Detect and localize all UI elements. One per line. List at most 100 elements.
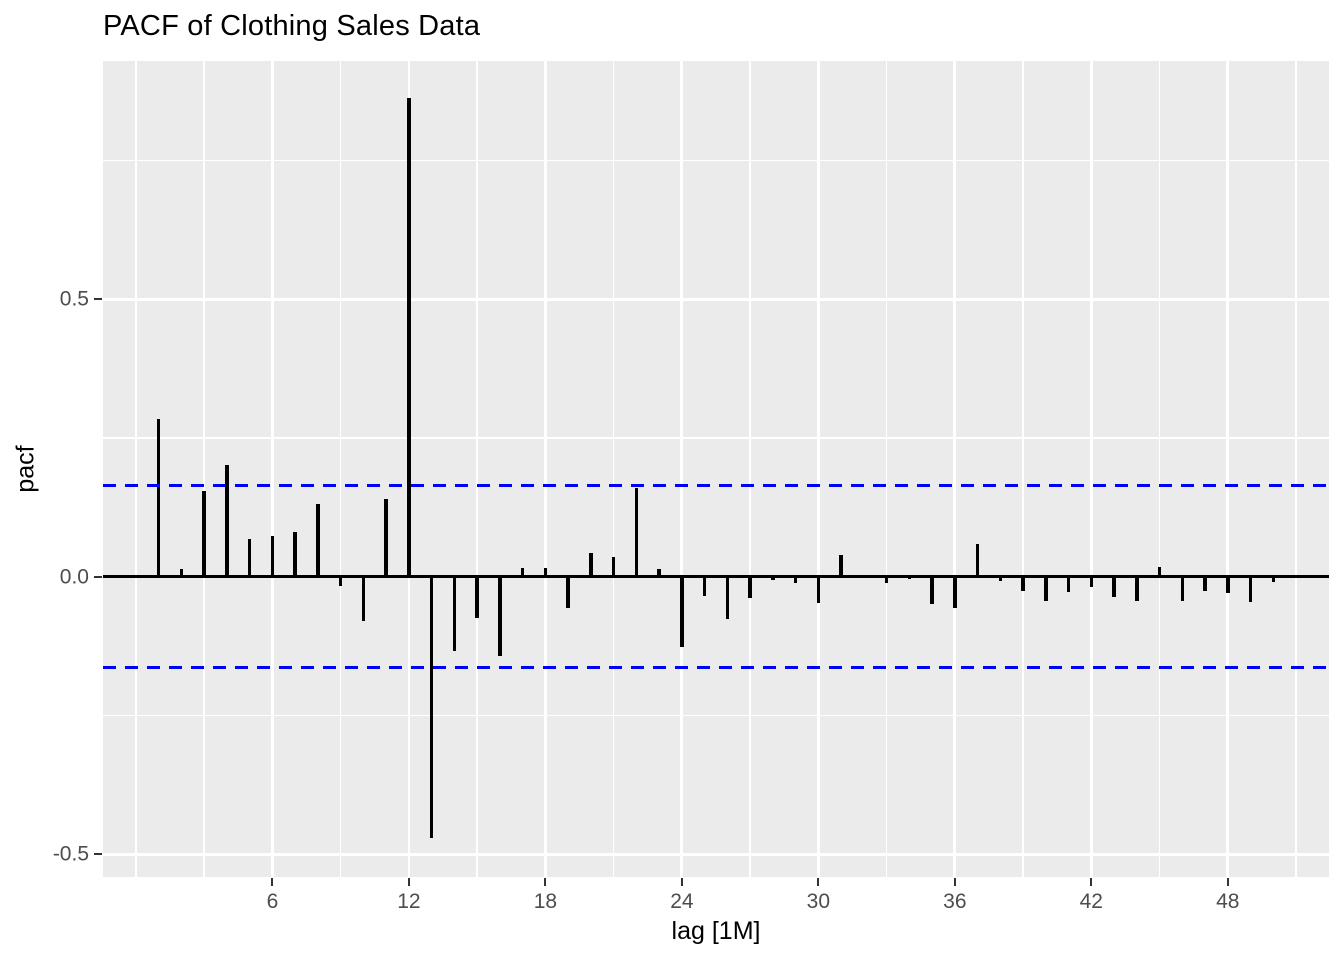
pacf-bar-lag-42 <box>1089 576 1094 587</box>
x-gridline-minor <box>1295 61 1297 877</box>
pacf-bar-lag-26 <box>725 576 730 620</box>
pacf-bar-lag-20 <box>589 553 593 577</box>
x-tick-mark <box>817 878 820 886</box>
y-tick-label: 0.5 <box>59 287 89 311</box>
x-tick-mark <box>1226 878 1229 886</box>
x-gridline-minor <box>749 61 751 877</box>
zero-line <box>103 575 1329 579</box>
x-gridline-minor <box>339 61 342 877</box>
y-gridline-minor <box>103 714 1329 717</box>
pacf-bar-lag-13 <box>429 576 434 838</box>
x-tick-mark <box>953 878 956 886</box>
x-tick-label: 6 <box>266 890 279 913</box>
pacf-bar-lag-14 <box>452 576 457 651</box>
pacf-bar-lag-33 <box>884 576 889 583</box>
x-tick-label: 12 <box>397 890 421 913</box>
pacf-bar-lag-21 <box>611 557 616 577</box>
x-tick-label: 42 <box>1079 890 1103 913</box>
pacf-bar-lag-47 <box>1203 576 1207 592</box>
ci-line-lower <box>103 666 1329 670</box>
x-tick-mark <box>271 878 274 886</box>
pacf-bar-lag-40 <box>1044 576 1048 601</box>
y-tick-label: 0.0 <box>59 565 89 589</box>
x-gridline-major <box>1089 61 1093 877</box>
y-gridline-minor <box>103 437 1329 439</box>
x-gridline-minor <box>203 61 205 877</box>
plot-panel <box>103 61 1329 877</box>
pacf-bar-lag-48 <box>1226 576 1230 594</box>
pacf-bar-lag-29 <box>793 576 798 584</box>
pacf-bar-lag-10 <box>361 576 366 621</box>
x-gridline-major <box>271 61 274 877</box>
pacf-bar-lag-19 <box>566 576 570 609</box>
pacf-bar-lag-32 <box>862 576 866 579</box>
y-gridline-minor <box>103 159 1329 162</box>
pacf-bar-lag-39 <box>1021 576 1025 592</box>
x-axis-title: lag [1M] <box>671 917 761 945</box>
x-gridline-minor <box>885 61 888 877</box>
x-tick-mark <box>1090 878 1093 886</box>
pacf-bar-lag-12 <box>407 98 411 577</box>
pacf-bar-lag-1 <box>156 419 161 577</box>
x-tick-mark <box>407 878 410 886</box>
y-gridline-major <box>103 852 1329 856</box>
pacf-bar-lag-15 <box>475 576 479 619</box>
x-gridline-major <box>953 61 957 877</box>
x-tick-mark <box>544 878 547 886</box>
pacf-bar-lag-35 <box>930 576 934 605</box>
y-axis-title: pacf <box>11 445 40 493</box>
pacf-bar-lag-3 <box>202 491 206 577</box>
x-tick-mark <box>680 878 683 886</box>
pacf-bar-lag-38 <box>998 576 1003 581</box>
x-tick-label: 24 <box>670 890 694 913</box>
x-tick-label: 36 <box>943 890 967 913</box>
chart-title: PACF of Clothing Sales Data <box>103 10 481 42</box>
pacf-bar-lag-44 <box>1135 576 1139 601</box>
pacf-bar-lag-34 <box>907 576 912 579</box>
x-gridline-minor <box>612 61 615 877</box>
pacf-bar-lag-27 <box>748 576 752 599</box>
y-tick-mark <box>94 575 102 578</box>
pacf-bar-lag-4 <box>225 464 229 577</box>
pacf-bar-lag-11 <box>384 498 388 577</box>
pacf-bar-lag-45 <box>1157 566 1162 577</box>
pacf-bar-lag-28 <box>771 576 775 581</box>
x-tick-label: 18 <box>533 890 558 913</box>
y-tick-mark <box>94 853 102 856</box>
pacf-bar-lag-6 <box>270 536 275 577</box>
y-gridline-major <box>103 297 1329 301</box>
pacf-bar-lag-5 <box>247 538 252 577</box>
pacf-bar-lag-22 <box>634 487 639 577</box>
pacf-bar-lag-8 <box>316 503 320 577</box>
y-tick-mark <box>94 298 102 301</box>
pacf-bar-lag-7 <box>293 532 297 577</box>
pacf-bar-lag-36 <box>953 576 957 608</box>
pacf-bar-lag-9 <box>338 576 343 587</box>
pacf-bar-lag-18 <box>543 567 548 577</box>
pacf-bar-lag-31 <box>839 555 843 577</box>
pacf-bar-lag-2 <box>179 568 184 577</box>
pacf-bar-lag-17 <box>520 568 525 577</box>
x-gridline-minor <box>1022 61 1024 877</box>
pacf-bar-lag-24 <box>680 576 684 648</box>
x-gridline-major <box>544 61 547 877</box>
x-gridline-major <box>1226 61 1230 877</box>
pacf-bar-lag-30 <box>816 576 821 603</box>
pacf-bar-lag-23 <box>657 569 661 577</box>
x-gridline-minor <box>135 61 137 877</box>
x-gridline-major <box>816 61 820 877</box>
pacf-bar-lag-43 <box>1112 576 1116 598</box>
y-tick-label: -0.5 <box>52 842 89 866</box>
pacf-bar-lag-16 <box>498 576 502 656</box>
x-gridline-major <box>680 61 684 877</box>
x-gridline-minor <box>1158 61 1161 877</box>
pacf-bar-lag-49 <box>1248 576 1253 603</box>
x-gridline-minor <box>476 61 478 877</box>
pacf-bar-lag-37 <box>975 543 980 577</box>
pacf-bar-lag-25 <box>702 576 707 597</box>
x-tick-label: 48 <box>1216 890 1240 913</box>
pacf-bar-lag-41 <box>1066 576 1071 593</box>
ci-line-upper <box>103 484 1329 488</box>
pacf-bar-lag-46 <box>1180 576 1185 602</box>
